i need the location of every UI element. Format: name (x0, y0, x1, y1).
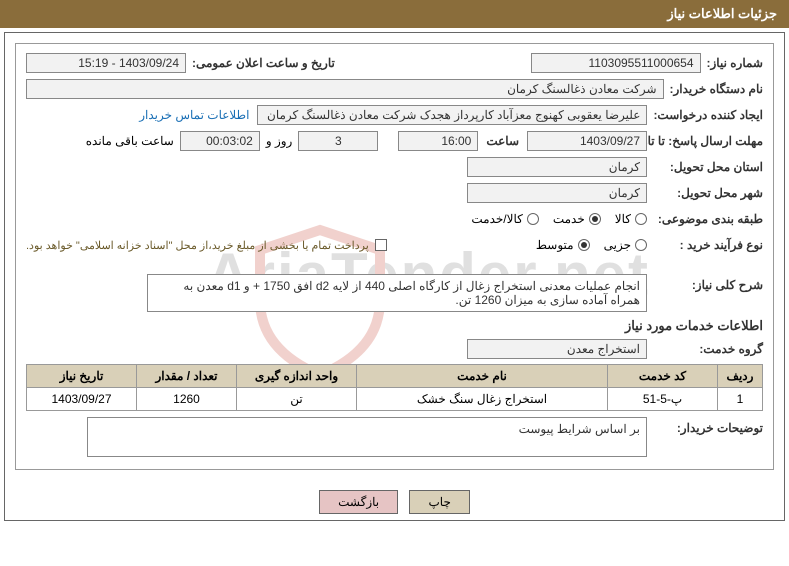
buyer-org-field: شرکت معادن ذغالسنگ کرمان (26, 79, 664, 99)
time-remaining-field: 00:03:02 (180, 131, 260, 151)
row-process: نوع فرآیند خرید : جزیی متوسط پرداخت تمام… (26, 234, 763, 256)
category-radio-group: کالا خدمت کالا/خدمت (471, 212, 647, 226)
table-row: 1 پ-5-51 استخراج زغال سنگ خشک تن 1260 14… (27, 388, 763, 411)
cell-row: 1 (718, 388, 763, 411)
announce-label: تاریخ و ساعت اعلان عمومی: (192, 56, 335, 70)
remarks-field: بر اساس شرایط پیوست (87, 417, 647, 457)
th-date: تاریخ نیاز (27, 365, 137, 388)
time-suffix: ساعت باقی مانده (86, 134, 174, 148)
row-requester: ایجاد کننده درخواست: علیرضا یعقوبی کهنوج… (26, 104, 763, 126)
radio-icon (635, 239, 647, 251)
row-buyer-org: نام دستگاه خریدار: شرکت معادن ذغالسنگ کر… (26, 78, 763, 100)
announce-field: 1403/09/24 - 15:19 (26, 53, 186, 73)
radio-both[interactable]: کالا/خدمت (471, 212, 538, 226)
row-province: استان محل تحویل: کرمان (26, 156, 763, 178)
radio-icon (589, 213, 601, 225)
cell-date: 1403/09/27 (27, 388, 137, 411)
outer-frame: شماره نیاز: 1103095511000654 تاریخ و ساع… (4, 32, 785, 521)
service-group-field: استخراج معدن (467, 339, 647, 359)
deadline-time-field: 16:00 (398, 131, 478, 151)
buyer-org-label: نام دستگاه خریدار: (670, 82, 764, 96)
category-label: طبقه بندی موضوعی: (653, 212, 763, 226)
cell-code: پ-5-51 (608, 388, 718, 411)
radio-goods-label: کالا (615, 212, 631, 226)
payment-note: پرداخت تمام یا بخشی از مبلغ خرید،از محل … (26, 239, 369, 252)
table-header-row: ردیف کد خدمت نام خدمت واحد اندازه گیری ت… (27, 365, 763, 388)
th-code: کد خدمت (608, 365, 718, 388)
radio-goods[interactable]: کالا (615, 212, 647, 226)
cell-name: استخراج زغال سنگ خشک (357, 388, 608, 411)
days-remaining-field: 3 (298, 131, 378, 151)
remarks-label: توضیحات خریدار: (653, 417, 763, 435)
form-panel: شماره نیاز: 1103095511000654 تاریخ و ساع… (15, 43, 774, 470)
cell-unit: تن (237, 388, 357, 411)
page-title: جزئیات اطلاعات نیاز (667, 6, 777, 21)
process-radio-group: جزیی متوسط (536, 238, 647, 252)
need-number-label: شماره نیاز: (707, 56, 763, 70)
row-description: شرح کلی نیاز: انجام عملیات معدنی استخراج… (26, 274, 763, 312)
radio-both-label: کالا/خدمت (471, 212, 522, 226)
days-suffix: روز و (266, 134, 293, 148)
radio-medium-label: متوسط (536, 238, 574, 252)
row-need-number: شماره نیاز: 1103095511000654 تاریخ و ساع… (26, 52, 763, 74)
province-field: کرمان (467, 157, 647, 177)
payment-checkbox[interactable] (375, 239, 387, 251)
back-button[interactable]: بازگشت (319, 490, 398, 514)
description-field: انجام عملیات معدنی استخراج زغال از کارگا… (147, 274, 647, 312)
deadline-label: مهلت ارسال پاسخ: تا تاریخ: (653, 134, 763, 148)
row-category: طبقه بندی موضوعی: کالا خدمت کالا/خدمت (26, 208, 763, 230)
radio-partial-label: جزیی (604, 238, 631, 252)
th-unit: واحد اندازه گیری (237, 365, 357, 388)
row-service-group: گروه خدمت: استخراج معدن (26, 338, 763, 360)
province-label: استان محل تحویل: (653, 160, 763, 174)
services-table: ردیف کد خدمت نام خدمت واحد اندازه گیری ت… (26, 364, 763, 411)
page-header: جزئیات اطلاعات نیاز (0, 0, 789, 28)
print-button[interactable]: چاپ (409, 490, 469, 514)
row-deadline: مهلت ارسال پاسخ: تا تاریخ: 1403/09/27 سا… (26, 130, 763, 152)
service-group-label: گروه خدمت: (653, 342, 763, 356)
requester-label: ایجاد کننده درخواست: (653, 108, 763, 122)
process-label: نوع فرآیند خرید : (653, 238, 763, 252)
need-number-field: 1103095511000654 (531, 53, 701, 73)
th-name: نام خدمت (357, 365, 608, 388)
radio-partial[interactable]: جزیی (604, 238, 647, 252)
services-section-title: اطلاعات خدمات مورد نیاز (26, 318, 763, 334)
deadline-date-field: 1403/09/27 (527, 131, 647, 151)
radio-icon (578, 239, 590, 251)
radio-service-label: خدمت (553, 212, 585, 226)
radio-icon (527, 213, 539, 225)
city-field: کرمان (467, 183, 647, 203)
cell-qty: 1260 (137, 388, 237, 411)
hour-label: ساعت (486, 134, 519, 148)
th-qty: تعداد / مقدار (137, 365, 237, 388)
radio-icon (635, 213, 647, 225)
th-row: ردیف (718, 365, 763, 388)
contact-buyer-link[interactable]: اطلاعات تماس خریدار (139, 108, 249, 122)
city-label: شهر محل تحویل: (653, 186, 763, 200)
radio-service[interactable]: خدمت (553, 212, 601, 226)
row-city: شهر محل تحویل: کرمان (26, 182, 763, 204)
button-row: چاپ بازگشت (5, 480, 784, 520)
requester-field: علیرضا یعقوبی کهنوج معزآباد کارپرداز هجد… (257, 105, 647, 125)
radio-medium[interactable]: متوسط (536, 238, 590, 252)
description-label: شرح کلی نیاز: (653, 274, 763, 292)
row-remarks: توضیحات خریدار: بر اساس شرایط پیوست (26, 417, 763, 457)
